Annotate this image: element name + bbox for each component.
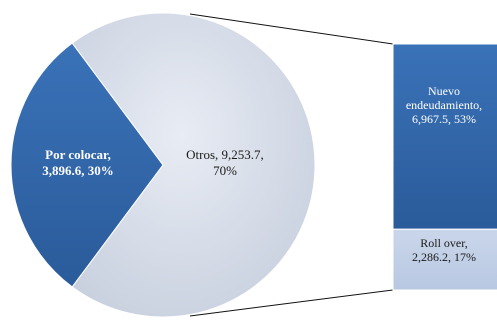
pie: Por colocar, 3,896.6, 30% Otros, 9,253.7, 7… — [10, 12, 316, 318]
pie-label-otros: Otros, 9,253.7, 70% — [186, 147, 264, 178]
pie-slice-por-colocar — [10, 42, 164, 288]
connector-line-top — [189, 13, 394, 45]
connector-line-bottom — [189, 289, 394, 317]
stacked-bar: Nuevo endeudamiento, 6,967.5, 53% Roll over… — [392, 43, 497, 291]
pie-slice-otros — [71, 12, 316, 318]
connector-lines — [189, 13, 394, 317]
bar-segment-roll-over — [392, 228, 497, 291]
bar-label-roll-over: Roll over, 2,286.2, 17% — [412, 236, 476, 264]
bar-segment-nuevo-endeudamiento — [392, 43, 497, 230]
pie-label-por-colocar: Por colocar, 3,896.6, 30% — [42, 147, 114, 178]
bar-label-nuevo-endeudamiento: Nuevo endeudamiento, 6,967.5, 53% — [406, 84, 482, 126]
